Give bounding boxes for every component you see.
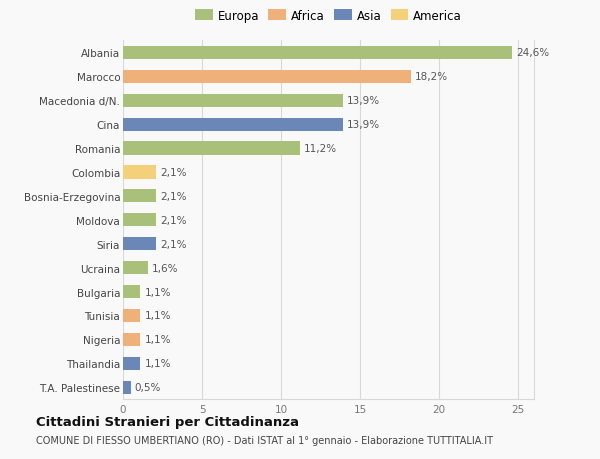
Bar	[123, 71, 410, 84]
Bar	[123, 381, 131, 394]
Text: 1,6%: 1,6%	[152, 263, 179, 273]
Bar	[123, 118, 343, 131]
Legend: Europa, Africa, Asia, America: Europa, Africa, Asia, America	[191, 6, 466, 26]
Text: 1,1%: 1,1%	[145, 335, 171, 345]
Bar	[123, 238, 156, 251]
Text: 13,9%: 13,9%	[347, 120, 380, 130]
Text: COMUNE DI FIESSO UMBERTIANO (RO) - Dati ISTAT al 1° gennaio - Elaborazione TUTTI: COMUNE DI FIESSO UMBERTIANO (RO) - Dati …	[36, 435, 493, 445]
Bar	[123, 285, 140, 298]
Text: 0,5%: 0,5%	[135, 382, 161, 392]
Bar	[123, 309, 140, 322]
Text: 2,1%: 2,1%	[160, 239, 187, 249]
Text: 2,1%: 2,1%	[160, 215, 187, 225]
Bar	[123, 166, 156, 179]
Bar	[123, 214, 156, 227]
Text: 2,1%: 2,1%	[160, 191, 187, 202]
Bar	[123, 47, 512, 60]
Text: 18,2%: 18,2%	[415, 72, 448, 82]
Text: 1,1%: 1,1%	[145, 358, 171, 369]
Bar	[123, 142, 300, 155]
Text: 24,6%: 24,6%	[516, 48, 549, 58]
Text: 1,1%: 1,1%	[145, 287, 171, 297]
Bar	[123, 357, 140, 370]
Text: 1,1%: 1,1%	[145, 311, 171, 321]
Text: 13,9%: 13,9%	[347, 96, 380, 106]
Bar	[123, 262, 148, 274]
Bar	[123, 333, 140, 346]
Text: 11,2%: 11,2%	[304, 144, 337, 154]
Text: Cittadini Stranieri per Cittadinanza: Cittadini Stranieri per Cittadinanza	[36, 415, 299, 428]
Text: 2,1%: 2,1%	[160, 168, 187, 178]
Bar	[123, 190, 156, 203]
Bar	[123, 95, 343, 107]
